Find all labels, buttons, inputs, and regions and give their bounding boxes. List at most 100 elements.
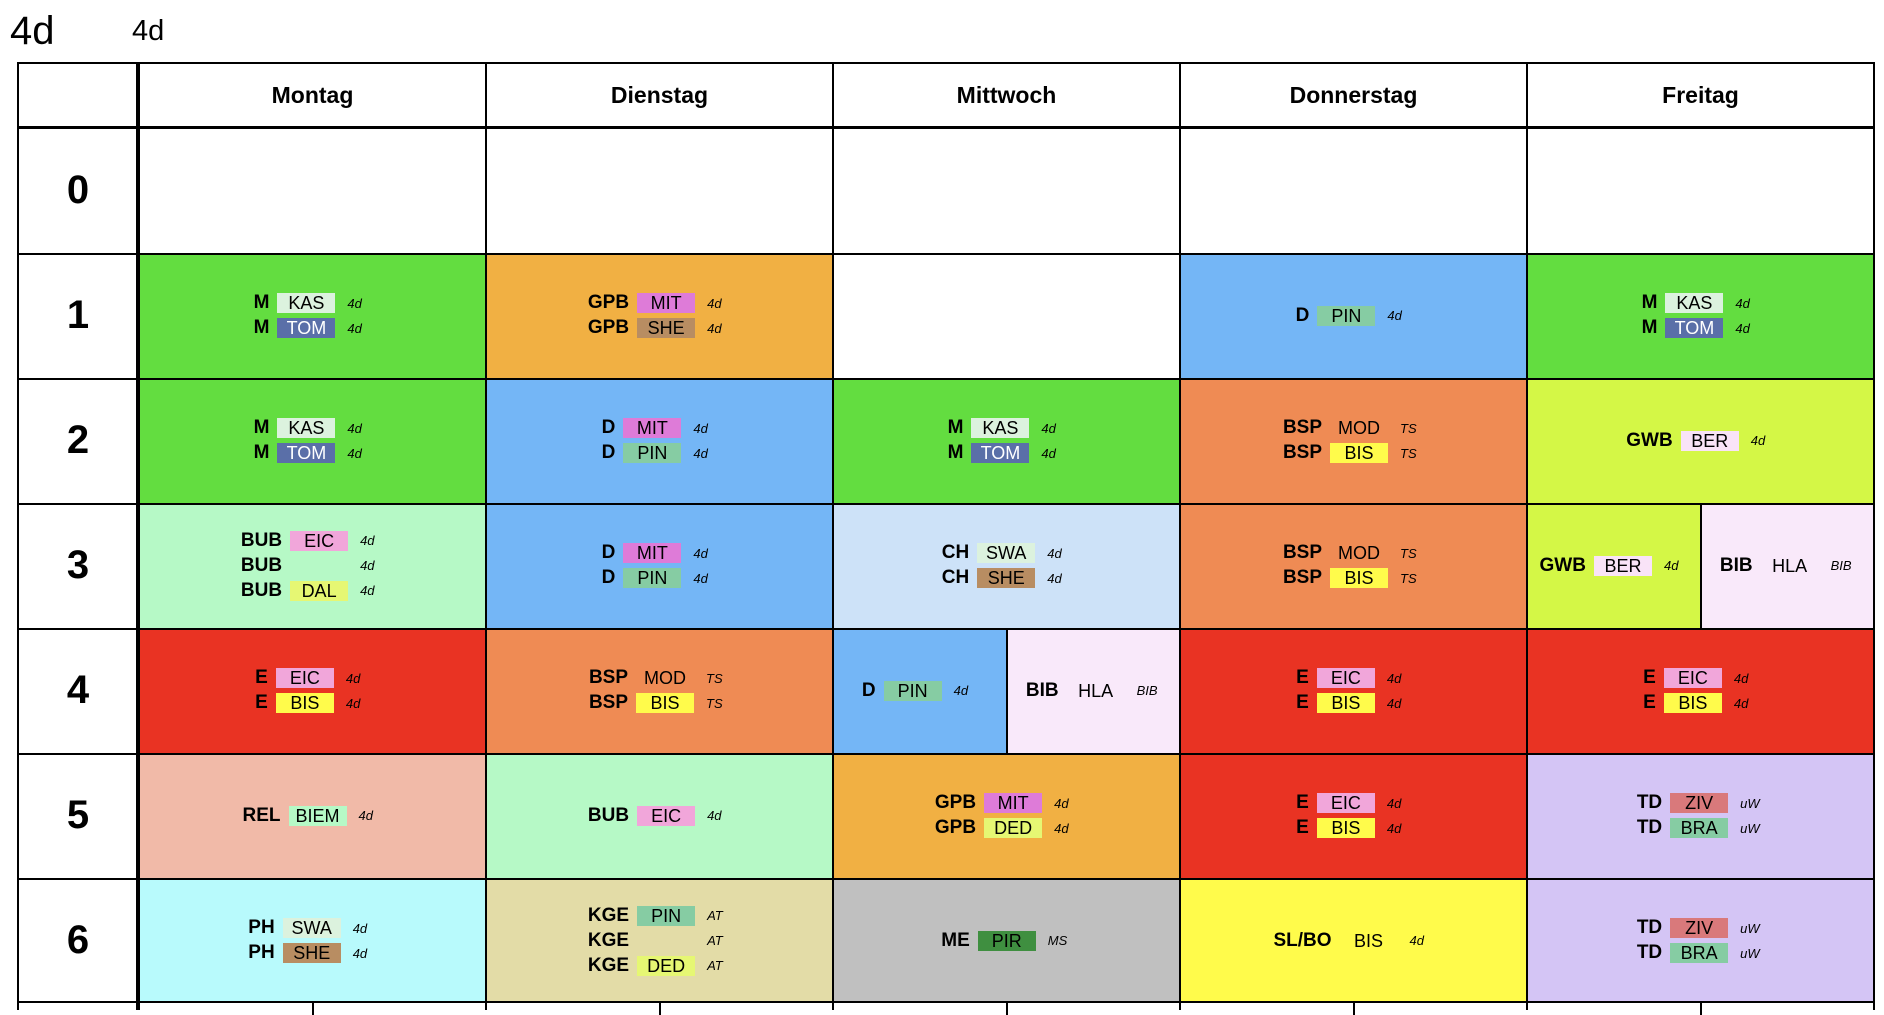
lesson-row: D PIN 4d bbox=[602, 567, 718, 589]
lesson-row: CH SHE 4d bbox=[942, 567, 1071, 589]
group-code: 4d bbox=[1409, 933, 1424, 948]
subject-code: CH bbox=[941, 542, 970, 563]
lesson-cell[interactable]: GPB MIT 4d GPB SHE 4d bbox=[486, 253, 833, 378]
lesson-cell[interactable]: BSP MOD TS BSP BIS TS bbox=[1180, 378, 1527, 503]
group-code: BIB bbox=[1830, 558, 1852, 573]
lesson-row: E BIS 4d bbox=[255, 692, 370, 714]
lesson-cell[interactable]: CH SWA 4d CH SHE 4d bbox=[833, 503, 1180, 628]
lesson-cell[interactable]: GPB MIT 4d GPB DED 4d bbox=[833, 753, 1180, 878]
lesson-cell[interactable]: M KAS 4d M TOM 4d bbox=[139, 253, 486, 378]
grid-line bbox=[1699, 1003, 1702, 1015]
lesson-row: E EIC 4d bbox=[1296, 667, 1411, 689]
lesson-cell[interactable]: E EIC 4d E BIS 4d bbox=[1180, 753, 1527, 878]
lesson-stack: D MIT 4d D PIN 4d bbox=[602, 417, 718, 464]
lesson-cell[interactable]: D PIN 4d bbox=[833, 628, 1007, 753]
grid-line bbox=[17, 628, 1874, 630]
subject-code: TD bbox=[1636, 817, 1663, 838]
lesson-row: PH SHE 4d bbox=[248, 942, 376, 964]
lesson-cell[interactable]: GWB BER 4d bbox=[1527, 503, 1701, 628]
lesson-row: GWB BER 4d bbox=[1540, 555, 1688, 577]
lesson-cell[interactable]: PH SWA 4d PH SHE 4d bbox=[139, 878, 486, 1003]
lesson-row: BSP MOD TS bbox=[589, 667, 730, 689]
grid-line bbox=[832, 62, 834, 1010]
subject-code: TD bbox=[1636, 792, 1663, 813]
lesson-cell[interactable]: E EIC 4d E BIS 4d bbox=[139, 628, 486, 753]
lesson-row: BUB 4d bbox=[241, 555, 384, 577]
lesson-cell[interactable]: BIB HLA BIB bbox=[1700, 503, 1874, 628]
lesson-row: E BIS 4d bbox=[1296, 817, 1411, 839]
lesson-cell[interactable]: BUB EIC 4d bbox=[486, 753, 833, 878]
lesson-cell[interactable]: REL BIEM 4d bbox=[139, 753, 486, 878]
subject-code: PH bbox=[248, 917, 275, 938]
group-code: AT bbox=[707, 933, 723, 948]
group-code: 4d bbox=[358, 808, 373, 823]
lesson-cell[interactable]: GWB BER 4d bbox=[1527, 378, 1874, 503]
subject-code: M bbox=[1641, 317, 1658, 338]
lesson-cell[interactable]: D MIT 4d D PIN 4d bbox=[486, 503, 833, 628]
group-code: 4d bbox=[693, 420, 708, 436]
lesson-row: M TOM 4d bbox=[1642, 317, 1760, 339]
subject-code: KGE bbox=[587, 954, 630, 976]
group-code: AT bbox=[707, 908, 723, 923]
lesson-cell[interactable]: KGE PIN AT KGE AT KGE DED AT bbox=[486, 878, 833, 1003]
group-code: MS bbox=[1047, 933, 1068, 948]
lesson-row: E EIC 4d bbox=[255, 667, 370, 689]
lesson-cell[interactable]: D PIN 4d bbox=[1180, 253, 1527, 378]
grid-line bbox=[1352, 1003, 1355, 1015]
lesson-row: BIB HLA BIB bbox=[1026, 680, 1161, 702]
lesson-cell[interactable]: M KAS 4d M TOM 4d bbox=[139, 378, 486, 503]
lesson-stack: GPB MIT 4d GPB DED 4d bbox=[935, 792, 1078, 839]
lesson-cell[interactable]: BSP MOD TS BSP BIS TS bbox=[1180, 503, 1527, 628]
subject-code: CH bbox=[941, 567, 970, 588]
grid-line bbox=[17, 253, 1874, 255]
lesson-row: TD BRA uW bbox=[1637, 942, 1764, 964]
group-code: 4d bbox=[1054, 820, 1069, 836]
subject-code: E bbox=[1296, 817, 1309, 838]
group-code: 4d bbox=[1386, 695, 1402, 711]
grid-line bbox=[1526, 62, 1528, 1010]
lesson-cell[interactable]: E EIC 4d E BIS 4d bbox=[1527, 628, 1874, 753]
teacher-code: SHE bbox=[637, 318, 696, 338]
subject-code: BUB bbox=[240, 579, 283, 601]
teacher-code: BIEM bbox=[288, 805, 347, 826]
teacher-code: MOD bbox=[1338, 543, 1381, 563]
group-code: 4d bbox=[1386, 670, 1402, 686]
lesson-cell[interactable]: E EIC 4d E BIS 4d bbox=[1180, 628, 1527, 753]
lesson-cell[interactable]: M KAS 4d M TOM 4d bbox=[1527, 253, 1874, 378]
lesson-row: TD BRA uW bbox=[1637, 817, 1764, 839]
lesson-row: GPB SHE 4d bbox=[588, 317, 731, 339]
teacher-code: EIC bbox=[637, 805, 696, 826]
subject-code: BUB bbox=[587, 804, 630, 826]
lesson-cell[interactable]: D MIT 4d D PIN 4d bbox=[486, 378, 833, 503]
period-label-0: 0 bbox=[66, 168, 90, 212]
lesson-cell[interactable]: SL/BO BIS 4d bbox=[1180, 878, 1527, 1003]
lesson-row: CH SWA 4d bbox=[942, 542, 1071, 564]
group-code: 4d bbox=[707, 808, 722, 823]
teacher-code: PIN bbox=[883, 680, 942, 701]
group-code: 4d bbox=[347, 295, 362, 311]
lesson-cell[interactable]: M KAS 4d M TOM 4d bbox=[833, 378, 1180, 503]
lesson-cell[interactable]: BIB HLA BIB bbox=[1006, 628, 1180, 753]
lesson-cell[interactable]: TD ZIV uW TD BRA uW bbox=[1527, 753, 1874, 878]
teacher-code: TOM bbox=[277, 318, 336, 338]
lesson-stack: BSP MOD TS BSP BIS TS bbox=[1283, 542, 1424, 589]
lesson-stack: GPB MIT 4d GPB SHE 4d bbox=[588, 292, 731, 339]
subject-code: E bbox=[255, 692, 268, 713]
teacher-code: EIC bbox=[1316, 668, 1375, 688]
lesson-row: GPB MIT 4d bbox=[588, 292, 731, 314]
lesson-row: M TOM 4d bbox=[254, 317, 372, 339]
lesson-cell[interactable]: BUB EIC 4d BUB 4d BUB DAL 4d bbox=[139, 503, 486, 628]
subject-code: M bbox=[253, 292, 270, 313]
lesson-stack: BSP MOD TS BSP BIS TS bbox=[589, 667, 730, 714]
lesson-row: GWB BER 4d bbox=[1626, 430, 1774, 452]
grid-line bbox=[17, 878, 1874, 880]
group-code: BIB bbox=[1136, 683, 1158, 698]
lesson-stack: M KAS 4d M TOM 4d bbox=[948, 417, 1066, 464]
teacher-code: EIC bbox=[1663, 668, 1722, 688]
lesson-cell[interactable]: ME PIR MS bbox=[833, 878, 1180, 1003]
grid-line bbox=[1005, 628, 1008, 753]
group-code: 4d bbox=[1663, 558, 1679, 573]
subject-code: E bbox=[1296, 667, 1309, 688]
lesson-cell[interactable]: BSP MOD TS BSP BIS TS bbox=[486, 628, 833, 753]
lesson-cell[interactable]: TD ZIV uW TD BRA uW bbox=[1527, 878, 1874, 1003]
